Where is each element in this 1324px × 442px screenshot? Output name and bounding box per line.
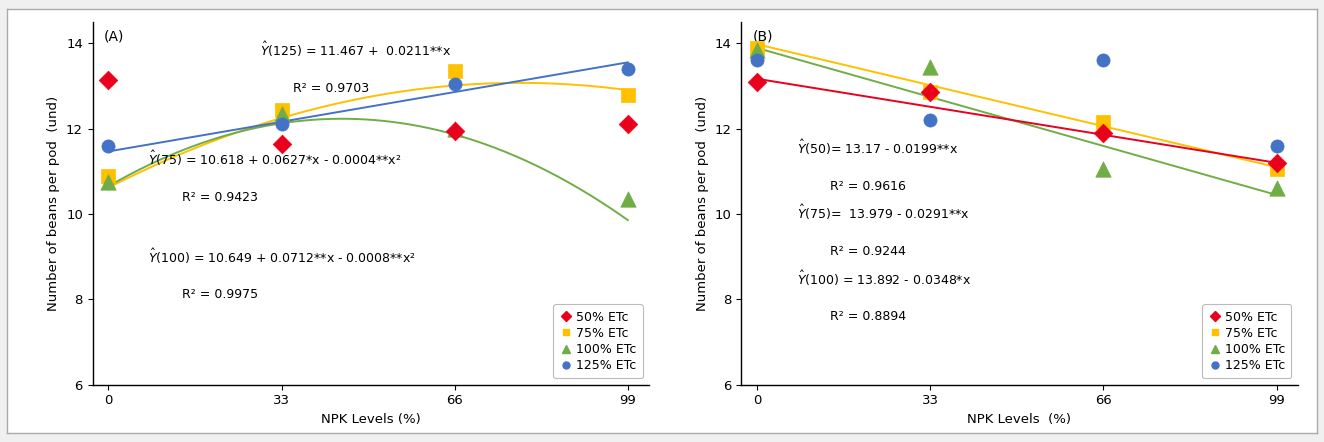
X-axis label: NPK Levels (%): NPK Levels (%) <box>320 413 421 426</box>
Point <box>444 68 465 75</box>
Point <box>617 195 638 202</box>
Point <box>1266 159 1287 166</box>
Text: R² = 0.8894: R² = 0.8894 <box>830 310 907 323</box>
Point <box>747 57 768 64</box>
Point <box>1092 57 1113 64</box>
Text: R² = 0.9244: R² = 0.9244 <box>830 245 907 258</box>
Point <box>1266 166 1287 173</box>
Point <box>617 121 638 128</box>
Text: (B): (B) <box>752 29 773 43</box>
Text: $\hat{Y}$(125) = 11.467 +  0.0211**x: $\hat{Y}$(125) = 11.467 + 0.0211**x <box>260 40 450 59</box>
Point <box>98 172 119 179</box>
Point <box>1092 166 1113 173</box>
Point <box>920 89 941 96</box>
Point <box>444 80 465 88</box>
Text: $\hat{Y}$(50)= 13.17 - 0.0199**x: $\hat{Y}$(50)= 13.17 - 0.0199**x <box>797 138 959 157</box>
Point <box>747 78 768 85</box>
Point <box>271 121 293 128</box>
Point <box>1266 185 1287 192</box>
X-axis label: NPK Levels  (%): NPK Levels (%) <box>968 413 1071 426</box>
Point <box>920 89 941 96</box>
Text: $\hat{Y}$(75)=  13.979 - 0.0291**x: $\hat{Y}$(75)= 13.979 - 0.0291**x <box>797 203 970 222</box>
Point <box>444 125 465 132</box>
Text: R² = 0.9616: R² = 0.9616 <box>830 180 907 193</box>
Point <box>747 44 768 51</box>
Text: R² = 0.9975: R² = 0.9975 <box>181 289 258 301</box>
Point <box>271 140 293 147</box>
Point <box>617 91 638 98</box>
Point <box>920 117 941 124</box>
Point <box>98 179 119 186</box>
Point <box>920 63 941 70</box>
Legend: 50% ETc, 75% ETc, 100% ETc, 125% ETc: 50% ETc, 75% ETc, 100% ETc, 125% ETc <box>553 305 642 378</box>
Text: (A): (A) <box>103 29 124 43</box>
Point <box>617 65 638 72</box>
Point <box>1266 142 1287 149</box>
Point <box>1092 119 1113 126</box>
Point <box>444 127 465 134</box>
Point <box>98 76 119 83</box>
Point <box>98 142 119 149</box>
Point <box>1092 130 1113 137</box>
Legend: 50% ETc, 75% ETc, 100% ETc, 125% ETc: 50% ETc, 75% ETc, 100% ETc, 125% ETc <box>1202 305 1291 378</box>
Y-axis label: Number of beans per pod  (und): Number of beans per pod (und) <box>48 96 61 311</box>
Point <box>271 110 293 117</box>
Text: R² = 0.9423: R² = 0.9423 <box>181 191 258 204</box>
Text: $\hat{Y}$(75) = 10.618 + 0.0627*x - 0.0004**x²: $\hat{Y}$(75) = 10.618 + 0.0627*x - 0.00… <box>148 149 401 168</box>
Point <box>747 46 768 53</box>
Text: $\hat{Y}$(100) = 13.892 - 0.0348*x: $\hat{Y}$(100) = 13.892 - 0.0348*x <box>797 269 972 288</box>
Text: R² = 0.9703: R² = 0.9703 <box>293 82 369 95</box>
Y-axis label: Number of beans per pod  (und): Number of beans per pod (und) <box>696 96 710 311</box>
Point <box>271 106 293 113</box>
Text: $\hat{Y}$(100) = 10.649 + 0.0712**x - 0.0008**x²: $\hat{Y}$(100) = 10.649 + 0.0712**x - 0.… <box>148 247 416 266</box>
